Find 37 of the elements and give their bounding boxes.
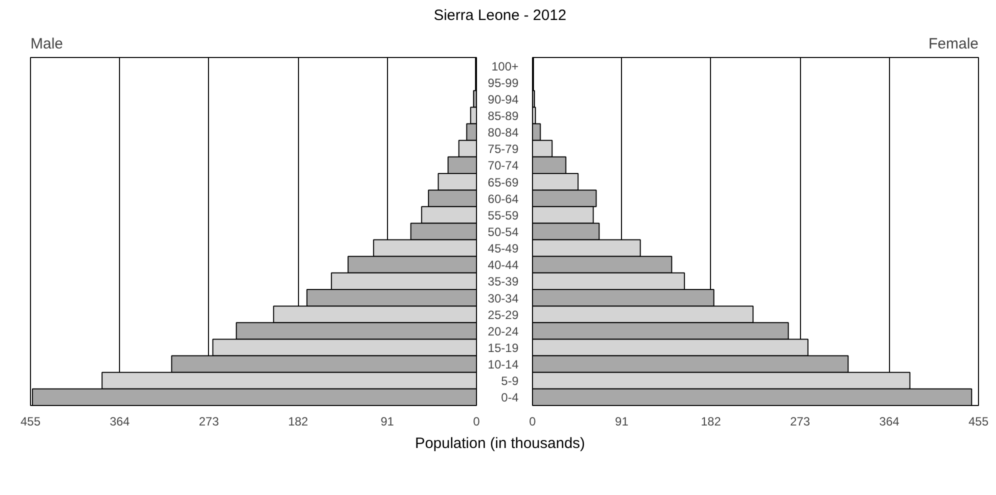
y-tick-label: 50-54 (488, 225, 519, 239)
y-tick-label: 20-24 (488, 324, 519, 338)
x-tick-label: 0 (529, 414, 536, 428)
y-tick-label: 75-79 (488, 142, 519, 156)
x-tick-label: 455 (20, 414, 41, 428)
y-tick-label: 25-29 (488, 308, 519, 322)
y-tick-label: 35-39 (488, 274, 519, 289)
chart-title: Sierra Leone - 2012 (434, 6, 566, 26)
y-tick-label: 95-99 (488, 76, 519, 90)
x-tick-label: 364 (110, 414, 130, 428)
y-tick-label: 5-9 (501, 374, 519, 388)
y-tick-label: 80-84 (488, 126, 519, 140)
y-tick-label: 40-44 (488, 258, 519, 272)
y-tick-label: 60-64 (488, 192, 519, 206)
y-tick-label: 15-19 (488, 341, 519, 355)
x-tick-label: 273 (790, 414, 810, 428)
y-tick-label: 90-94 (488, 92, 519, 106)
chart-subtitle: Female (928, 36, 979, 52)
y-tick-label: 45-49 (488, 242, 519, 256)
y-tick-label: 30-34 (488, 291, 519, 306)
x-tick-label: 91 (615, 414, 629, 428)
y-tick-label: 10-14 (488, 358, 519, 372)
x-tick-label: 364 (879, 414, 900, 428)
y-tick-label: 65-69 (488, 175, 519, 190)
x-tick-label: 91 (380, 414, 394, 428)
y-tick-label: 85-89 (488, 109, 519, 123)
y-tick-label: 0-4 (501, 390, 519, 405)
x-tick-label: 273 (198, 414, 220, 428)
x-tick-label: 0 (473, 414, 480, 428)
x-tick-label: 182 (288, 414, 308, 428)
y-tick-label: 55-59 (488, 208, 519, 222)
y-tick-label: 100+ (491, 59, 518, 74)
y-tick-label: 70-74 (488, 158, 519, 173)
x-tick-label: 455 (968, 414, 989, 428)
x-axis-title: Population (in thousands) (414, 434, 586, 454)
x-tick-label: 182 (700, 414, 722, 428)
chart-subtitle: Male (30, 36, 64, 52)
